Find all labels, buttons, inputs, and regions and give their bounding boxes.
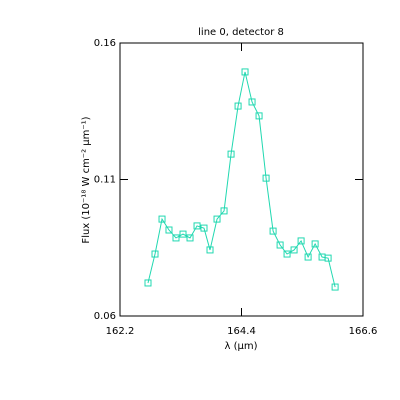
data-point (276, 241, 284, 249)
data-point (304, 253, 312, 261)
y-tick-label: 0.11 (94, 175, 116, 186)
data-point (290, 246, 298, 254)
data-point (213, 215, 221, 223)
data-line (147, 71, 336, 288)
data-point (248, 98, 256, 106)
data-point (324, 254, 332, 262)
data-point (165, 226, 173, 234)
data-point (234, 102, 242, 110)
data-point (206, 246, 214, 254)
data-point (172, 234, 180, 242)
chart-title: line 0, detector 8 (198, 27, 284, 38)
data-point (331, 283, 339, 291)
x-tick-label: 164.4 (227, 326, 256, 337)
data-point (200, 224, 208, 232)
data-point (151, 250, 159, 258)
data-point (220, 207, 228, 215)
data-point (227, 150, 235, 158)
data-point (158, 215, 166, 223)
data-point (255, 112, 263, 120)
plot-frame (119, 42, 364, 317)
data-point (193, 222, 201, 230)
y-tick-label: 0.06 (94, 311, 116, 322)
data-point (283, 250, 291, 258)
data-point (179, 230, 187, 238)
x-tick-label: 162.2 (106, 326, 135, 337)
y-tick-label: 0.16 (94, 38, 116, 49)
data-point (269, 227, 277, 235)
y-axis-label: Flux (10⁻¹⁸ W cm⁻² μm⁻¹) (81, 116, 92, 243)
data-point (144, 279, 152, 287)
data-point (262, 174, 270, 182)
data-point (186, 234, 194, 242)
x-axis-label: λ (μm) (224, 341, 257, 352)
data-point (311, 240, 319, 248)
data-point (241, 68, 249, 76)
data-point (297, 237, 305, 245)
x-tick-label: 166.6 (349, 326, 378, 337)
